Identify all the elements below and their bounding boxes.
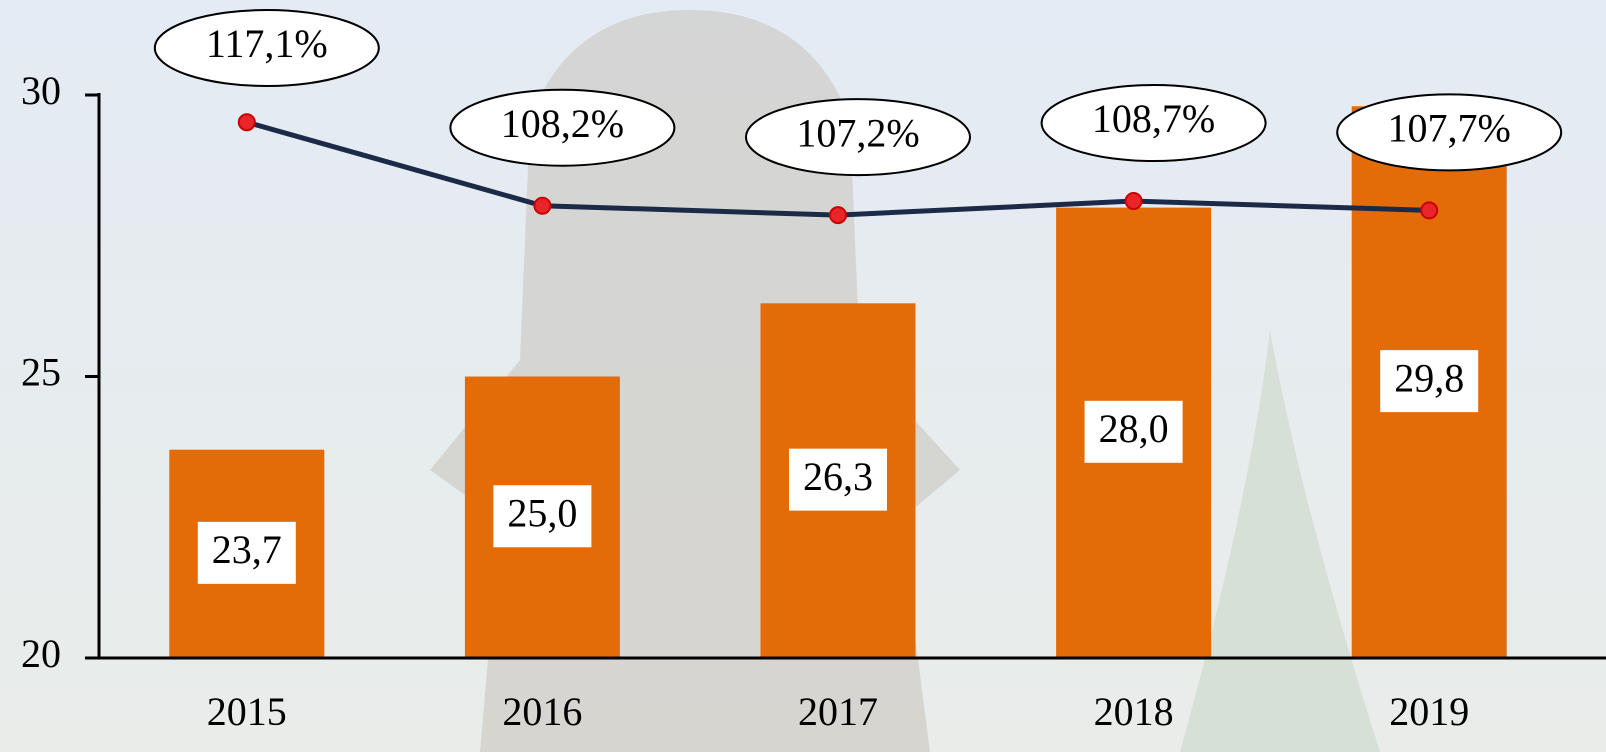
- background-dome: [1180, 330, 1380, 752]
- data-label: 26,3: [803, 454, 873, 499]
- data-label: 29,8: [1394, 355, 1464, 400]
- line-marker: [237, 113, 256, 132]
- x-tick-label: 2016: [502, 689, 582, 734]
- line-marker: [533, 196, 552, 215]
- y-tick-label: 30: [21, 68, 61, 113]
- data-label-box: [1084, 400, 1183, 463]
- y-tick-label: 20: [21, 631, 61, 676]
- data-label-bubble: [153, 9, 380, 87]
- data-label: 108,7%: [1092, 96, 1215, 141]
- x-tick-label: 2018: [1094, 689, 1174, 734]
- data-label-box: [789, 448, 887, 511]
- data-label: 108,2%: [501, 101, 624, 146]
- data-label-box: [493, 485, 592, 548]
- data-label-bubble: [745, 98, 971, 177]
- line-marker: [1420, 201, 1439, 220]
- y-tick-label: 25: [21, 350, 61, 395]
- data-label: 25,0: [507, 490, 577, 535]
- line-marker: [829, 206, 847, 225]
- data-label-box: [1380, 350, 1479, 413]
- data-label-bubble: [449, 88, 676, 167]
- data-label: 107,2%: [796, 110, 919, 155]
- data-label-bubble: [1040, 84, 1267, 163]
- x-tick-label: 2015: [207, 689, 287, 734]
- data-label: 23,7: [212, 527, 282, 572]
- data-label: 107,7%: [1388, 106, 1511, 151]
- data-label-bubble: [1336, 93, 1563, 172]
- data-label: 117,1%: [206, 21, 328, 66]
- data-label: 28,0: [1099, 406, 1169, 451]
- x-tick-label: 2019: [1389, 689, 1469, 734]
- data-label-box: [197, 521, 296, 584]
- x-tick-label: 2017: [798, 689, 878, 734]
- line-marker: [1124, 192, 1143, 211]
